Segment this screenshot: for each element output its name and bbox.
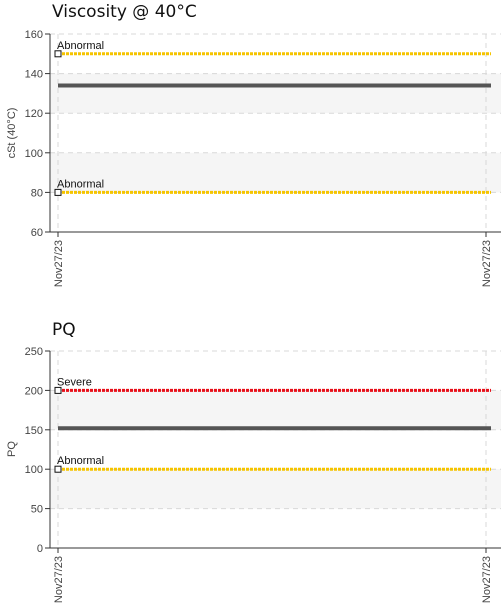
chart-title: Viscosity @ 40°C [52, 2, 197, 22]
y-axis-label: cSt (40°C) [6, 108, 18, 159]
y-tick-label: 100 [25, 148, 43, 160]
y-tick-label: 250 [25, 346, 43, 358]
threshold-label: Severe [57, 376, 92, 388]
threshold-marker [54, 386, 62, 394]
y-tick-label: 60 [31, 227, 43, 239]
y-axis-label: PQ [6, 441, 18, 457]
y-tick-label: 80 [31, 187, 43, 199]
viscosity-chart: Viscosity @ 40°C 60 80 100 120 140 160 Nov27/2… [0, 0, 501, 300]
threshold-marker [54, 50, 62, 58]
band [51, 390, 501, 430]
y-tick-label: 50 [31, 504, 43, 516]
viscosity-plot: 60 80 100 120 140 160 Nov27/23 Nov27/23 cSt (40°… [6, 29, 501, 287]
y-tick-label: 160 [25, 29, 43, 41]
chart-title: PQ [52, 320, 76, 340]
y-tick-label: 140 [25, 69, 43, 81]
x-tick-label: Nov27/23 [53, 240, 65, 287]
y-tick-label: 0 [37, 543, 43, 555]
threshold-marker [54, 465, 62, 473]
threshold-label: Abnormal [57, 178, 104, 190]
x-tick-label: Nov27/23 [481, 240, 493, 287]
y-tick-label: 100 [25, 464, 43, 476]
threshold-label: Abnormal [57, 40, 104, 52]
band [51, 152, 501, 193]
y-tick-label: 120 [25, 108, 43, 120]
band [51, 73, 501, 114]
x-tick-label: Nov27/23 [481, 556, 493, 603]
x-tick-label: Nov27/23 [53, 556, 65, 603]
threshold-marker [54, 188, 62, 196]
y-tick-label: 150 [25, 425, 43, 437]
threshold-label: Abnormal [57, 455, 104, 467]
y-tick-label: 200 [25, 385, 43, 397]
band [51, 469, 501, 509]
